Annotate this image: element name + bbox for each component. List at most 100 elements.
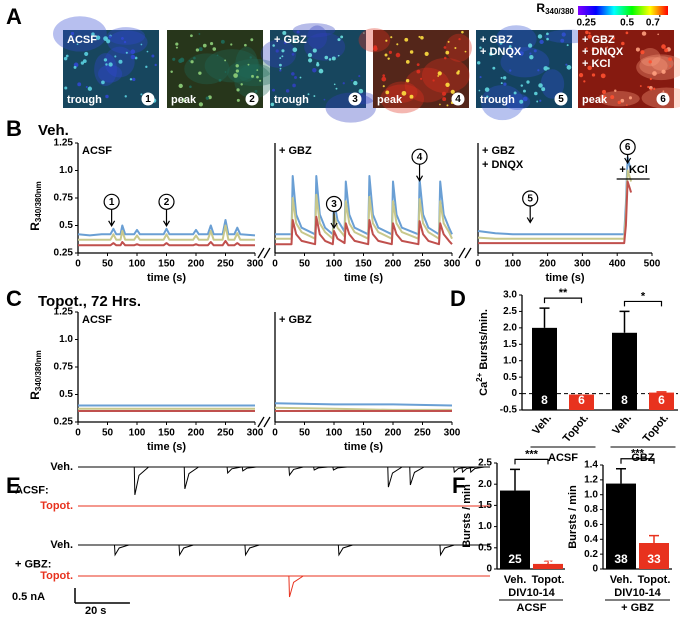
trace-label: Veh.	[50, 461, 73, 473]
error-bar	[576, 394, 587, 396]
tile-number-badge	[141, 92, 155, 106]
trace	[274, 406, 452, 411]
y-axis-label-sup: 2+	[475, 372, 484, 381]
cell	[275, 49, 279, 53]
cell	[447, 40, 450, 43]
cell	[236, 98, 240, 102]
cell	[543, 66, 549, 71]
cell	[479, 46, 482, 49]
cell	[318, 68, 324, 74]
tissue	[184, 53, 230, 85]
cell	[340, 35, 344, 39]
cell	[87, 86, 93, 91]
cell	[396, 43, 399, 46]
category-label: Topot.	[532, 574, 565, 586]
category-label: Veh.	[610, 574, 633, 586]
panel-label: E	[6, 473, 21, 498]
cell	[625, 31, 629, 35]
cell	[661, 44, 666, 49]
cell	[662, 90, 665, 93]
cell	[513, 91, 517, 95]
cell	[170, 70, 173, 73]
y-axis-label-main: R	[28, 222, 42, 231]
cell	[291, 72, 295, 76]
x-tick-label: 300	[444, 259, 461, 270]
x-tick-label: 200	[539, 259, 556, 270]
cell	[108, 35, 112, 39]
x-axis-label: time (s)	[344, 441, 383, 453]
spike	[183, 466, 199, 490]
cell	[130, 49, 136, 55]
cell	[251, 74, 254, 78]
cell	[420, 77, 423, 80]
cell	[198, 33, 201, 35]
bar	[569, 394, 594, 410]
cell	[500, 76, 503, 79]
cell	[500, 82, 503, 85]
marker-label: 5	[527, 194, 533, 205]
y-axis-label: Ca2+ Bursts/min.	[475, 309, 490, 396]
y-tick-label: 3.0	[503, 290, 517, 301]
tissue	[235, 46, 258, 83]
cell	[291, 52, 295, 56]
error-bar	[539, 307, 550, 328]
cell	[134, 56, 138, 60]
cell	[308, 58, 313, 63]
group-label: ACSF	[517, 602, 547, 614]
tile-state: peak	[582, 94, 608, 106]
cell	[240, 83, 243, 86]
bar	[639, 543, 669, 569]
error-bar	[649, 534, 659, 543]
panel-label: D	[450, 286, 466, 311]
cell	[63, 56, 68, 61]
tile-number: 4	[455, 94, 461, 105]
cell	[653, 87, 656, 90]
cell	[224, 71, 227, 73]
cell	[439, 103, 441, 106]
tile-number-badge	[656, 92, 670, 106]
cell	[363, 32, 365, 34]
cell	[606, 46, 609, 49]
cell	[418, 35, 421, 38]
cell	[312, 48, 317, 53]
cell	[534, 91, 538, 96]
x-tick-label: 200	[188, 428, 205, 439]
cell	[145, 65, 148, 69]
tile-label: + KCl	[582, 58, 610, 70]
y-tick-label: 0.75	[54, 193, 74, 204]
cell	[105, 63, 108, 66]
cell	[661, 69, 666, 74]
colorbar-tick-label: 0.25	[576, 18, 596, 29]
y-tick-label: 0	[486, 564, 492, 575]
cell	[565, 63, 568, 66]
cell	[123, 40, 127, 44]
cell	[178, 83, 183, 89]
cell	[353, 80, 358, 86]
tile-state: trough	[274, 94, 309, 106]
error-bar	[543, 560, 553, 564]
cell	[442, 97, 447, 102]
x-tick-label: 250	[414, 259, 431, 270]
cell	[293, 39, 296, 43]
cell	[294, 76, 297, 80]
cell	[536, 100, 539, 103]
marker-arrow	[416, 164, 424, 182]
tile-label: + GBZ	[582, 34, 615, 46]
x-tick-label: 150	[158, 428, 175, 439]
cell	[503, 82, 507, 86]
significance-bracket	[543, 297, 583, 304]
cell	[64, 86, 68, 90]
bar	[612, 332, 637, 410]
x-tick-label: 250	[217, 428, 234, 439]
x-tick-label: 100	[129, 259, 146, 270]
y-axis-label-sub: 340/380nm	[34, 350, 43, 391]
cell	[509, 69, 512, 72]
cell	[198, 71, 202, 75]
marker-arrow	[162, 209, 171, 227]
cell	[230, 43, 233, 46]
x-tick-label: 400	[609, 259, 626, 270]
tissue	[98, 64, 123, 83]
cell	[668, 57, 673, 62]
cell	[602, 89, 606, 94]
spike	[288, 575, 304, 598]
